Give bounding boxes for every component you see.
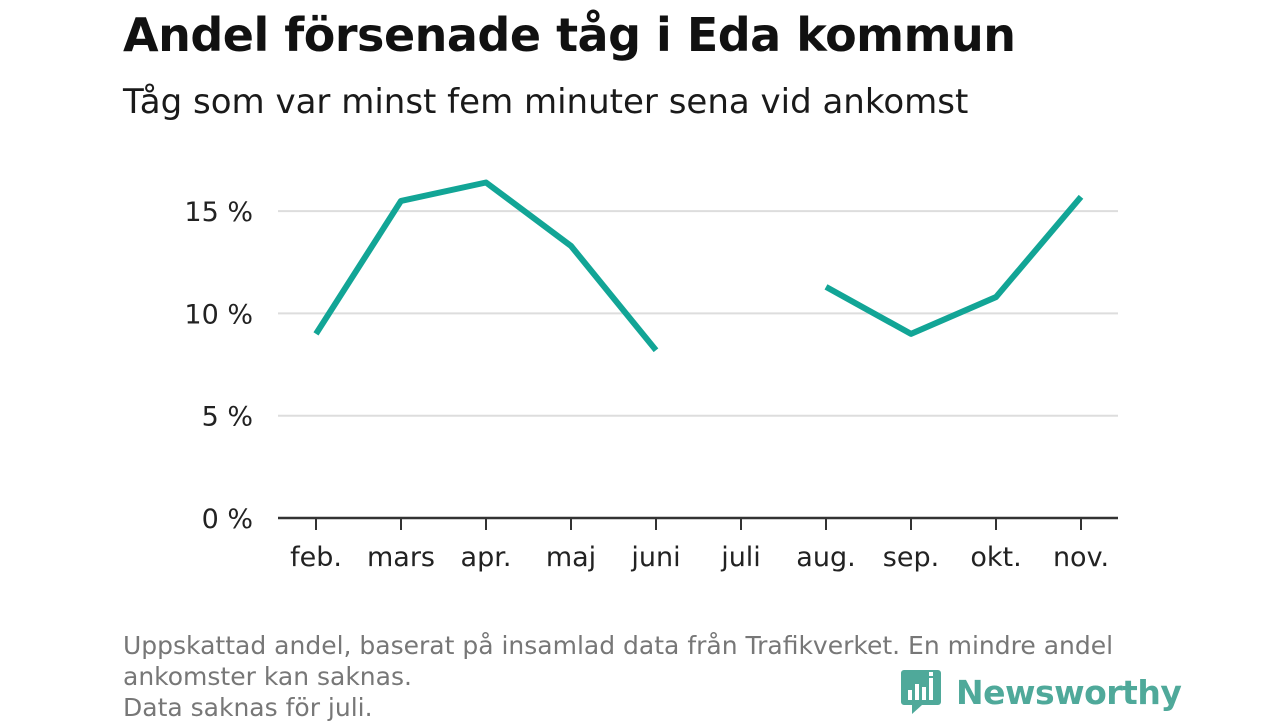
y-tick-label: 5 % [202,402,253,433]
chart-title: Andel försenade tåg i Eda kommun [123,8,1016,62]
y-tick-label: 15 % [184,197,253,228]
x-tick-label: aug. [796,542,855,573]
x-tick-label: mars [367,542,435,573]
x-tick-label: feb. [290,542,342,573]
brand-logo: Newsworthy [900,668,1182,716]
x-tick-label: okt. [970,542,1021,573]
y-tick-label: 0 % [202,504,253,535]
y-axis-ticks: 0 % 5 % 10 % 15 % [184,197,253,535]
footnote-line: ankomster kan saknas. [123,662,412,691]
y-tick-label: 10 % [184,299,253,330]
series-line-segment [313,179,659,353]
footnote-line: Uppskattad andel, baserat på insamlad da… [123,631,1114,660]
x-tick-label: juni [630,542,680,573]
series-lines [313,179,1084,353]
x-axis: feb. mars apr. maj juni juli aug. sep. okt. nov. [278,516,1118,573]
brand-name: Newsworthy [956,672,1182,712]
x-tick-label: maj [546,542,596,573]
footnote: Uppskattad andel, baserat på insamlad da… [123,630,1153,723]
x-tick-label: juli [720,542,761,573]
series-line-segment [824,194,1084,337]
newsworthy-logo-icon [901,670,941,714]
footnote-line: Data saknas för juli. [123,693,373,722]
x-tick-label: nov. [1053,542,1109,573]
x-tick-label: sep. [883,542,939,573]
chart-subtitle: Tåg som var minst fem minuter sena vid a… [123,82,969,122]
x-tick-label: apr. [461,542,512,573]
grid-lines [278,210,1118,417]
